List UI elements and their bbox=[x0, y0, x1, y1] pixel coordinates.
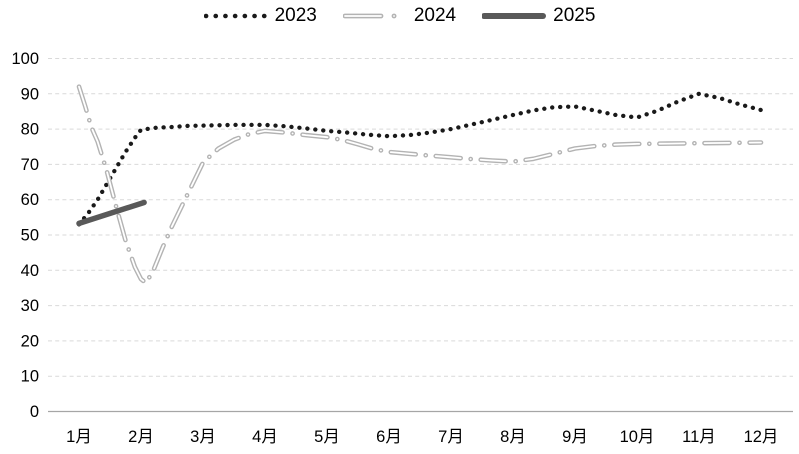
y-tick-label: 70 bbox=[21, 156, 39, 174]
legend-label-2024: 2024 bbox=[413, 5, 457, 26]
legend-item-2023: 2023 bbox=[203, 3, 317, 29]
y-tick-label: 10 bbox=[21, 368, 39, 386]
x-tick-label: 9月 bbox=[562, 428, 588, 446]
legend-item-2024: 2024 bbox=[342, 3, 457, 29]
y-tick-label: 80 bbox=[21, 121, 39, 139]
legend: 2023 2024 2025 bbox=[0, 3, 799, 29]
x-tick-label: 8月 bbox=[500, 428, 526, 446]
legend-item-2025: 2025 bbox=[482, 3, 595, 29]
legend-label-2023: 2023 bbox=[274, 5, 317, 26]
legend-swatch-solid-icon bbox=[482, 13, 547, 19]
x-tick-label: 11月 bbox=[682, 428, 716, 446]
series-line-2025 bbox=[76, 199, 147, 227]
y-tick-label: 0 bbox=[30, 403, 39, 421]
x-tick-label: 3月 bbox=[190, 428, 216, 446]
y-tick-label: 50 bbox=[21, 227, 39, 245]
x-tick-label: 12月 bbox=[744, 428, 779, 446]
x-tick-label: 1月 bbox=[66, 428, 92, 446]
legend-swatch-dash-dot-icon bbox=[342, 13, 407, 19]
y-tick-label: 40 bbox=[21, 262, 39, 280]
x-tick-label: 6月 bbox=[376, 428, 402, 446]
series-line-2023 bbox=[76, 91, 764, 227]
legend-swatch-dotted-icon bbox=[203, 13, 267, 19]
x-tick-label: 10月 bbox=[620, 428, 655, 446]
y-tick-label: 90 bbox=[21, 85, 39, 103]
series-line-2024 bbox=[76, 84, 764, 286]
x-tick-label: 4月 bbox=[252, 428, 278, 446]
x-tick-label: 2月 bbox=[128, 428, 154, 446]
y-tick-label: 60 bbox=[21, 191, 39, 209]
y-tick-label: 30 bbox=[21, 297, 39, 315]
y-tick-label: 20 bbox=[21, 332, 39, 350]
legend-label-2025: 2025 bbox=[553, 5, 596, 26]
x-tick-label: 7月 bbox=[438, 428, 464, 446]
x-tick-label: 5月 bbox=[314, 428, 340, 446]
y-tick-label: 100 bbox=[11, 50, 39, 68]
series-line-2024-core bbox=[78, 85, 762, 284]
